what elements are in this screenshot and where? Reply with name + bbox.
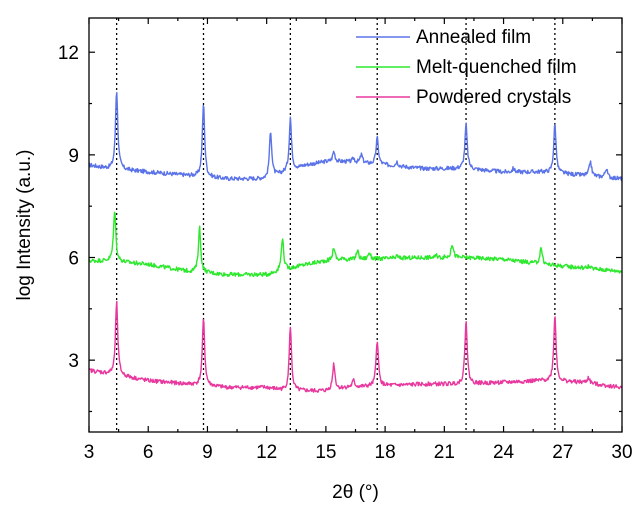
x-tick-label: 6: [143, 442, 154, 463]
legend-label: Powdered crystals: [416, 87, 571, 108]
reference-lines: [115, 18, 556, 432]
series-layer: [88, 92, 623, 393]
series-line: [88, 92, 623, 182]
x-tick-label: 12: [256, 442, 277, 463]
x-tick-label: 24: [493, 442, 515, 463]
series-line: [88, 300, 623, 393]
x-axis-title: 2θ (°): [332, 482, 379, 503]
series-line: [88, 211, 623, 278]
x-axis: 3 6 9 12 15 18 21 24 27 30: [84, 18, 633, 463]
x-tick-label: 15: [315, 442, 336, 463]
y-tick-label: 3: [68, 351, 79, 372]
y-tick-label: 9: [68, 146, 79, 167]
x-tick-label: 21: [434, 442, 455, 463]
x-tick-label: 3: [84, 442, 95, 463]
y-tick-label: 12: [58, 43, 79, 64]
y-tick-label: 6: [68, 249, 79, 270]
x-tick-label: 27: [552, 442, 573, 463]
y-axis: 3 6 9 12: [58, 43, 622, 413]
legend: Annealed film Melt-quenched film Powdered …: [356, 27, 577, 108]
x-tick-label: 18: [375, 442, 396, 463]
y-axis-title: log Intensity (a.u.): [14, 149, 35, 300]
x-tick-label: 9: [202, 442, 213, 463]
legend-label: Annealed film: [416, 27, 531, 48]
legend-label: Melt-quenched film: [416, 57, 577, 78]
x-tick-label: 30: [611, 442, 632, 463]
plot-frame: [88, 17, 623, 433]
